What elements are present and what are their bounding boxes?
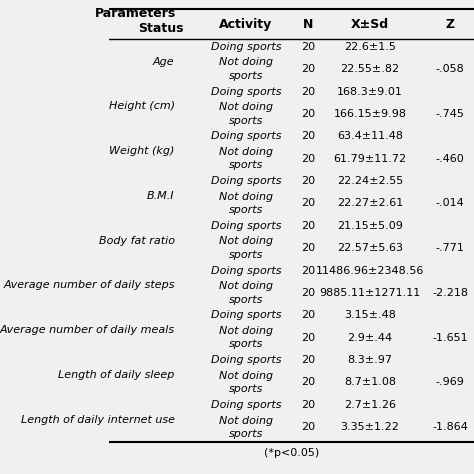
Text: Doing sports: Doing sports [210, 310, 281, 320]
Text: 8.7±1.08: 8.7±1.08 [344, 377, 396, 387]
Text: 20: 20 [301, 64, 315, 74]
Text: -1.651: -1.651 [432, 333, 468, 343]
Text: Doing sports: Doing sports [210, 131, 281, 141]
Text: 168.3±9.01: 168.3±9.01 [337, 87, 403, 97]
Text: Doing sports: Doing sports [210, 42, 281, 52]
Text: Not doing: Not doing [219, 57, 273, 67]
Text: 22.6±1.5: 22.6±1.5 [344, 42, 396, 52]
Text: 20: 20 [301, 154, 315, 164]
Text: -.014: -.014 [436, 199, 465, 209]
Text: 22.55±.82: 22.55±.82 [340, 64, 400, 74]
Text: 9885.11±1271.11: 9885.11±1271.11 [319, 288, 420, 298]
Text: sports: sports [228, 160, 263, 170]
Text: Length of daily internet use: Length of daily internet use [21, 415, 175, 425]
Text: 20: 20 [301, 400, 315, 410]
Text: sports: sports [228, 205, 263, 215]
Text: 20: 20 [301, 377, 315, 387]
Text: Length of daily sleep: Length of daily sleep [58, 370, 175, 380]
Text: 63.4±11.48: 63.4±11.48 [337, 131, 403, 141]
Text: Not doing: Not doing [219, 326, 273, 336]
Text: Activity: Activity [219, 18, 273, 31]
Text: -1.864: -1.864 [432, 422, 468, 432]
Text: Body fat ratio: Body fat ratio [99, 236, 175, 246]
Text: Doing sports: Doing sports [210, 400, 281, 410]
Text: N: N [303, 18, 313, 31]
Text: Doing sports: Doing sports [210, 176, 281, 186]
Text: Not doing: Not doing [219, 191, 273, 202]
Text: Doing sports: Doing sports [210, 87, 281, 97]
Text: -.460: -.460 [436, 154, 465, 164]
Text: 2.9±.44: 2.9±.44 [347, 333, 392, 343]
Text: Not doing: Not doing [219, 102, 273, 112]
Text: X±Sd: X±Sd [351, 18, 389, 31]
Text: Weight (kg): Weight (kg) [109, 146, 175, 156]
Text: Doing sports: Doing sports [210, 355, 281, 365]
Text: sports: sports [228, 384, 263, 394]
Text: sports: sports [228, 250, 263, 260]
Text: sports: sports [228, 116, 263, 126]
Text: 22.27±2.61: 22.27±2.61 [337, 199, 403, 209]
Text: -2.218: -2.218 [432, 288, 468, 298]
Text: 11486.96±2348.56: 11486.96±2348.56 [316, 265, 424, 275]
Text: sports: sports [228, 295, 263, 305]
Text: (*p<0.05): (*p<0.05) [264, 448, 319, 458]
Text: -.058: -.058 [436, 64, 465, 74]
Text: -.969: -.969 [436, 377, 465, 387]
Text: 20: 20 [301, 109, 315, 119]
Text: 20: 20 [301, 355, 315, 365]
Text: 61.79±11.72: 61.79±11.72 [333, 154, 407, 164]
Text: 8.3±.97: 8.3±.97 [347, 355, 392, 365]
Text: 20: 20 [301, 87, 315, 97]
Text: 20: 20 [301, 131, 315, 141]
Text: Not doing: Not doing [219, 237, 273, 246]
Text: -.745: -.745 [436, 109, 465, 119]
Text: 20: 20 [301, 422, 315, 432]
Text: 20: 20 [301, 176, 315, 186]
Text: 3.35±1.22: 3.35±1.22 [340, 422, 400, 432]
Text: 3.15±.48: 3.15±.48 [344, 310, 396, 320]
Text: 21.15±5.09: 21.15±5.09 [337, 221, 403, 231]
Text: sports: sports [228, 339, 263, 349]
Text: Parameters: Parameters [94, 8, 176, 20]
Text: 2.7±1.26: 2.7±1.26 [344, 400, 396, 410]
Text: Not doing: Not doing [219, 281, 273, 291]
Text: Height (cm): Height (cm) [109, 101, 175, 111]
Text: 20: 20 [301, 42, 315, 52]
Text: Average number of daily meals: Average number of daily meals [0, 325, 175, 335]
Text: 22.24±2.55: 22.24±2.55 [337, 176, 403, 186]
Text: Status: Status [138, 22, 184, 36]
Text: Not doing: Not doing [219, 147, 273, 157]
Text: 20: 20 [301, 243, 315, 253]
Text: B.M.I: B.M.I [147, 191, 175, 201]
Text: 166.15±9.98: 166.15±9.98 [334, 109, 407, 119]
Text: Doing sports: Doing sports [210, 221, 281, 231]
Text: 20: 20 [301, 333, 315, 343]
Text: Average number of daily steps: Average number of daily steps [3, 281, 175, 291]
Text: sports: sports [228, 71, 263, 81]
Text: 20: 20 [301, 265, 315, 275]
Text: Doing sports: Doing sports [210, 265, 281, 275]
Text: Age: Age [153, 57, 175, 67]
Text: sports: sports [228, 429, 263, 439]
Text: -.771: -.771 [436, 243, 465, 253]
Text: 22.57±5.63: 22.57±5.63 [337, 243, 403, 253]
Text: Not doing: Not doing [219, 371, 273, 381]
Text: 20: 20 [301, 288, 315, 298]
Text: Not doing: Not doing [219, 416, 273, 426]
Text: 20: 20 [301, 221, 315, 231]
Text: 20: 20 [301, 310, 315, 320]
Text: Z: Z [446, 18, 455, 31]
Text: 20: 20 [301, 199, 315, 209]
